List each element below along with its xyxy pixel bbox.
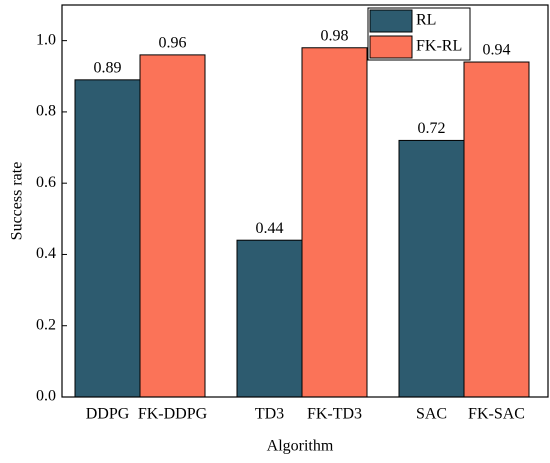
- y-tick-label: 0.4: [36, 245, 56, 262]
- legend-swatch: [369, 9, 413, 33]
- legend-label: FK-RL: [416, 38, 462, 55]
- data-label: 0.98: [321, 27, 349, 44]
- y-tick-label: 0.6: [36, 174, 56, 191]
- data-label: 0.96: [159, 35, 187, 52]
- bar: [74, 79, 141, 398]
- plot-frame: [61, 4, 549, 398]
- bar: [463, 61, 530, 398]
- bar: [398, 139, 465, 398]
- data-label: 0.94: [483, 42, 511, 59]
- y-tick-label: 0.2: [36, 316, 56, 333]
- y-axis-label: Success rate: [9, 162, 26, 241]
- x-tick-label: FK-TD3: [307, 406, 362, 423]
- bar: [236, 239, 303, 398]
- data-label: 0.89: [94, 60, 122, 77]
- x-tick-label: FK-DDPG: [138, 406, 208, 423]
- y-tick-label: 0.0: [36, 388, 56, 405]
- bar: [139, 54, 206, 398]
- data-label: 0.72: [418, 120, 446, 137]
- legend-label: RL: [416, 12, 436, 29]
- y-tick-label: 1.0: [36, 31, 56, 48]
- x-tick-label: TD3: [255, 406, 284, 423]
- x-axis-label: Algorithm: [267, 438, 334, 455]
- x-tick-label: FK-SAC: [468, 406, 525, 423]
- bar: [301, 47, 368, 398]
- legend-swatch: [369, 35, 413, 59]
- data-label: 0.44: [256, 220, 284, 237]
- x-tick-label: SAC: [416, 406, 447, 423]
- y-tick-label: 0.8: [36, 103, 56, 120]
- x-tick-label: DDPG: [86, 406, 130, 423]
